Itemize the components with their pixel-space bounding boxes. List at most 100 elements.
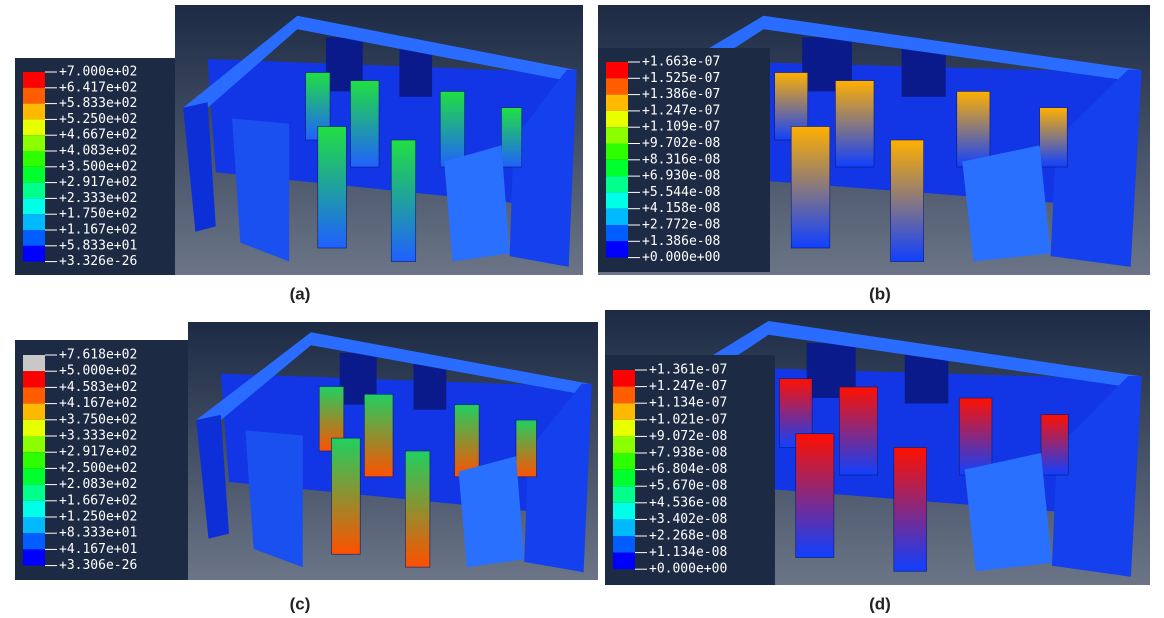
- legend-label: +9.072e-08: [649, 429, 727, 444]
- legend-label: +1.247e-07: [642, 103, 720, 118]
- column: [317, 126, 347, 249]
- legend-swatch: [23, 419, 45, 436]
- legend-swatch: [613, 536, 635, 553]
- legend-label: +4.083e+02: [59, 144, 137, 159]
- legend-swatch: [606, 159, 628, 177]
- column: [331, 437, 361, 555]
- legend-label: +1.247e-07: [649, 379, 727, 394]
- legend-swatch: [606, 143, 628, 160]
- legend-label: +5.544e-08: [642, 185, 720, 200]
- top-rim: [196, 332, 590, 431]
- legend-label: +1.386e-07: [642, 87, 720, 102]
- legend-swatch: [613, 469, 635, 487]
- legend-swatch: [613, 519, 635, 536]
- legend-label: +4.536e-08: [649, 495, 727, 510]
- legend-swatch: [606, 127, 628, 144]
- legend-swatch: [613, 370, 635, 387]
- panel-caption: (a): [290, 284, 311, 303]
- legend-swatch: [606, 225, 628, 242]
- legend-label: +6.417e+02: [59, 80, 137, 95]
- legend-label: +6.930e-08: [642, 169, 720, 184]
- legend-swatch: [23, 371, 45, 388]
- legend-swatch: [606, 94, 628, 111]
- column: [439, 91, 465, 168]
- legend-swatch: [606, 208, 628, 225]
- legend-label: +2.917e+02: [59, 175, 137, 190]
- top-rim: [615, 321, 1140, 426]
- legend-label: +2.917e+02: [59, 445, 137, 460]
- legend-swatch: [23, 533, 45, 550]
- legend-label: +3.402e-08: [649, 512, 727, 527]
- column: [390, 139, 417, 262]
- right-wall: [524, 383, 592, 573]
- legend-label: +1.525e-07: [642, 71, 720, 86]
- legend-swatch: [613, 386, 635, 404]
- legend-label: +4.167e+01: [59, 542, 137, 557]
- legend-swatch: [606, 176, 628, 193]
- legend-swatch: [613, 436, 635, 453]
- legend-swatch: [23, 436, 45, 453]
- column: [350, 80, 380, 168]
- right-wall: [509, 69, 577, 267]
- legend-label: +2.333e+02: [59, 191, 137, 206]
- legend-label: +1.663e-07: [642, 55, 720, 70]
- legend-label: +1.361e-07: [649, 363, 727, 378]
- column: [501, 107, 523, 168]
- legend-swatch: [23, 198, 45, 215]
- legend-swatch: [613, 502, 635, 520]
- legend-label: +1.386e-08: [642, 234, 720, 249]
- column: [1039, 107, 1068, 168]
- door-panel: [964, 453, 1052, 572]
- legend-label: +7.938e-08: [649, 446, 727, 461]
- top-rim: [609, 15, 1139, 119]
- legend-swatch: [606, 192, 628, 209]
- column: [795, 433, 835, 558]
- legend-label: +1.134e-08: [649, 545, 727, 560]
- legend-swatch: [23, 355, 45, 372]
- legend-label: +2.083e+02: [59, 477, 137, 492]
- legend-swatch: [23, 245, 45, 262]
- column: [363, 393, 394, 478]
- legend-swatch: [23, 119, 45, 136]
- legend-swatch: [613, 403, 635, 420]
- legend-swatch: [23, 135, 45, 151]
- legend-swatch: [23, 403, 45, 420]
- legend-swatch: [23, 500, 45, 517]
- legend-label: +3.326e-26: [59, 254, 137, 269]
- legend-label: +1.250e+02: [59, 510, 137, 525]
- panel-caption: (c): [290, 594, 311, 613]
- legend-swatch: [23, 103, 45, 120]
- legend-swatch: [606, 78, 628, 95]
- legend-label: +3.750e+02: [59, 412, 137, 427]
- panel-caption: (d): [869, 594, 891, 613]
- column: [956, 91, 991, 168]
- legend-label: +1.667e+02: [59, 493, 137, 508]
- left-wall: [196, 414, 229, 539]
- legend-swatch: [606, 241, 628, 258]
- legend-label: +3.500e+02: [59, 159, 137, 174]
- legend-swatch: [606, 62, 628, 79]
- column: [835, 80, 875, 168]
- legend-label: +5.670e-08: [649, 479, 727, 494]
- column: [515, 419, 537, 478]
- front-panel: [232, 118, 290, 262]
- legend-label: +8.333e+01: [59, 526, 137, 541]
- column: [790, 126, 831, 249]
- front-panel: [245, 430, 303, 568]
- legend-label: +0.000e+00: [649, 562, 727, 577]
- door-panel: [444, 145, 510, 262]
- panel-caption: (b): [869, 284, 891, 303]
- legend-swatch: [23, 214, 45, 230]
- legend-swatch: [23, 517, 45, 534]
- legend-swatch: [23, 230, 45, 246]
- legend-label: +5.833e+01: [59, 238, 137, 253]
- legend-swatch: [23, 151, 45, 167]
- column: [890, 139, 924, 262]
- legend-label: +4.667e+02: [59, 128, 137, 143]
- legend-swatch: [23, 87, 45, 104]
- legend-label: +7.618e+02: [59, 348, 137, 363]
- legend-swatch: [23, 182, 45, 199]
- legend-label: +8.316e-08: [642, 152, 720, 167]
- legend-swatch: [606, 110, 628, 128]
